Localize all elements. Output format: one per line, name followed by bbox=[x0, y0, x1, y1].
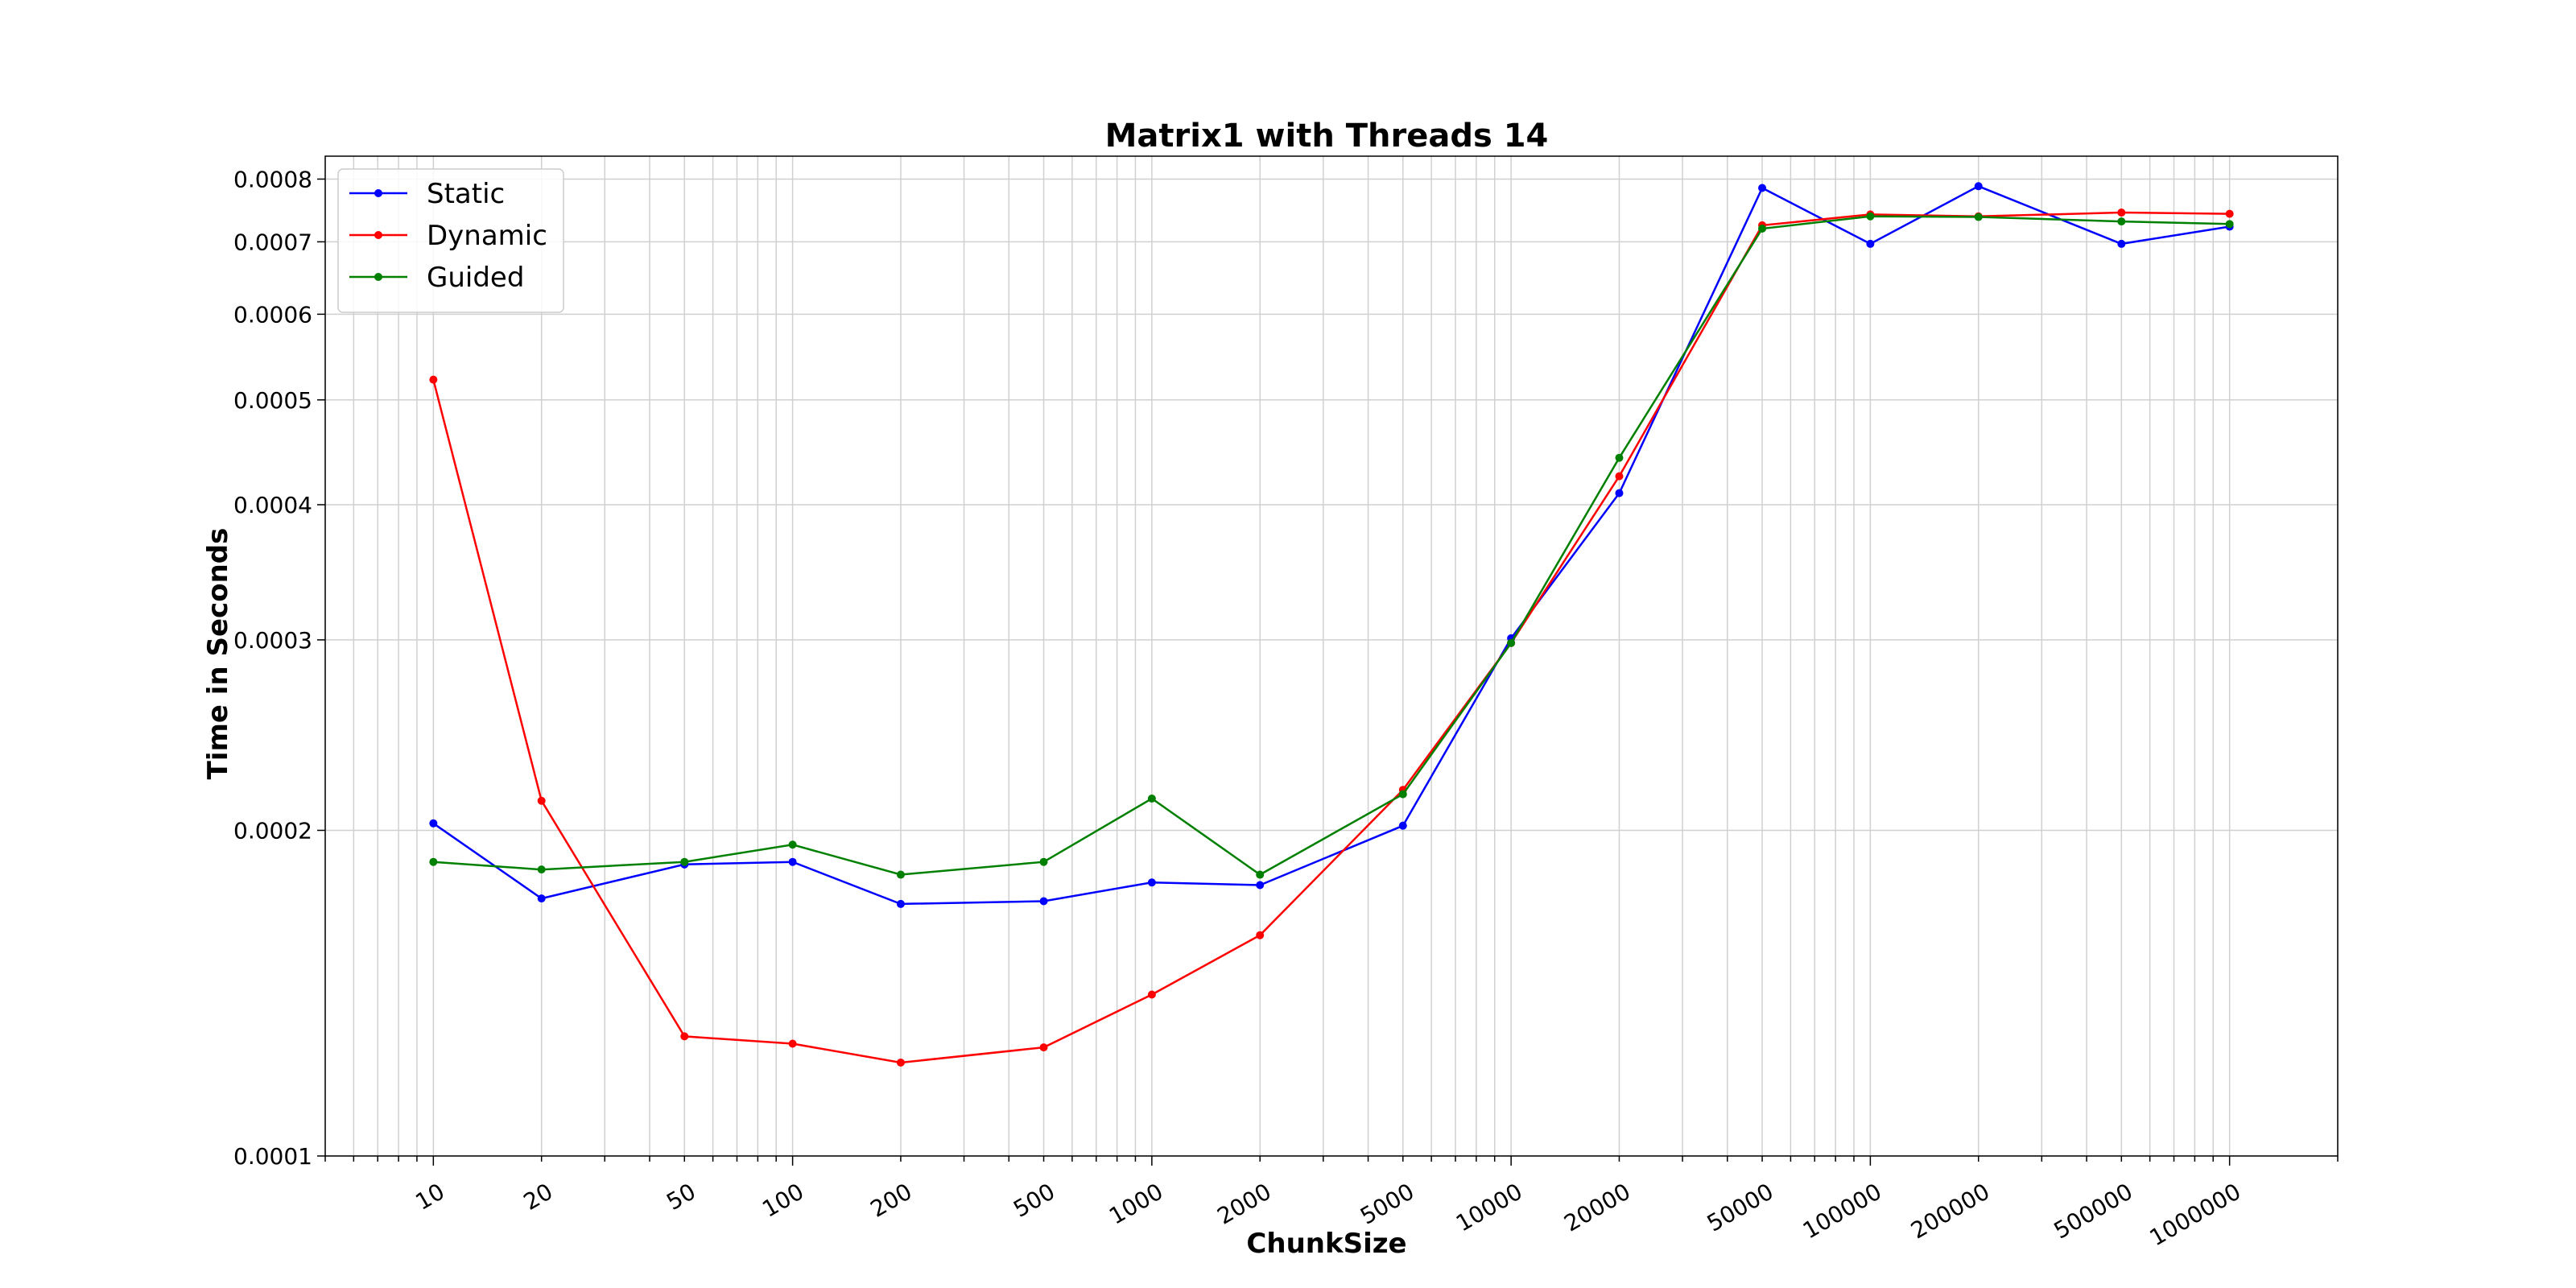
x-tick-label: 100 bbox=[758, 1178, 808, 1222]
legend: Static Dynamic Guided bbox=[337, 168, 564, 313]
data-point-dynamic bbox=[1256, 931, 1265, 939]
x-tick-label: 1000000 bbox=[2145, 1178, 2245, 1251]
plot-area-frame bbox=[324, 155, 2339, 1157]
series-line-static bbox=[432, 184, 2230, 906]
series-static bbox=[429, 182, 2234, 908]
data-point-guided bbox=[1974, 213, 1983, 221]
series-line-guided bbox=[433, 215, 2230, 876]
data-point-guided bbox=[788, 840, 797, 849]
data-point-static bbox=[1615, 489, 1624, 497]
data-point-static bbox=[1039, 897, 1048, 906]
x-tick-label: 10 bbox=[411, 1178, 448, 1215]
data-point-static bbox=[1758, 184, 1767, 192]
x-tick-label: 50 bbox=[662, 1178, 700, 1215]
data-point-dynamic bbox=[896, 1058, 905, 1067]
y-tick-label: 0.0007 bbox=[233, 229, 312, 255]
legend-swatch-marker bbox=[374, 273, 382, 281]
data-point-static bbox=[896, 899, 905, 908]
data-point-guided bbox=[680, 857, 689, 866]
data-point-static bbox=[429, 819, 438, 828]
x-axis-label: ChunkSize bbox=[1246, 1228, 1406, 1260]
x-tick-label: 200 bbox=[866, 1178, 917, 1222]
data-point-static bbox=[1866, 239, 1875, 248]
data-point-guided bbox=[1758, 224, 1767, 233]
data-point-dynamic bbox=[1147, 990, 1156, 999]
x-tick-label: 200000 bbox=[1906, 1178, 1994, 1244]
series-line-dynamic bbox=[432, 211, 2230, 1064]
data-point-guided bbox=[537, 865, 546, 874]
x-tick-label: 20 bbox=[519, 1178, 557, 1215]
data-point-guided bbox=[2225, 220, 2234, 229]
grid bbox=[324, 156, 2339, 1157]
legend-label: Static bbox=[427, 178, 505, 210]
series-layer bbox=[429, 182, 2234, 1067]
legend-label: Dynamic bbox=[427, 220, 547, 252]
y-tick-label: 0.0004 bbox=[233, 492, 312, 518]
data-point-dynamic bbox=[1615, 472, 1624, 481]
y-axis-label: Time in Seconds bbox=[202, 528, 234, 780]
x-tick-label: 50000 bbox=[1703, 1178, 1778, 1236]
data-point-guided bbox=[1507, 638, 1516, 647]
legend-item-static: Static bbox=[349, 178, 505, 210]
data-point-dynamic bbox=[429, 375, 438, 384]
y-tick-label: 0.0001 bbox=[233, 1143, 312, 1170]
data-point-guided bbox=[1256, 870, 1265, 879]
data-point-static bbox=[2117, 239, 2126, 248]
y-tick-label: 0.0005 bbox=[233, 387, 312, 414]
legend-swatch-marker bbox=[374, 231, 382, 239]
data-point-static bbox=[788, 857, 797, 866]
y-tick-label: 0.0008 bbox=[233, 166, 312, 192]
legend-swatch-marker bbox=[374, 189, 382, 197]
data-point-guided bbox=[1398, 790, 1407, 799]
chart-title: Matrix1 with Threads 14 bbox=[1105, 118, 1549, 155]
data-point-guided bbox=[1147, 795, 1156, 803]
y-tick-label: 0.0003 bbox=[233, 627, 312, 654]
data-point-guided bbox=[2117, 217, 2126, 226]
data-point-static bbox=[1256, 881, 1265, 890]
axis-ticks: 10 20 50 100 200 500 1000 2000 5000 10000 20000 500… bbox=[233, 166, 2339, 1251]
x-tick-label: 2000 bbox=[1212, 1178, 1275, 1229]
data-point-dynamic bbox=[537, 796, 546, 805]
data-point-static bbox=[1974, 182, 1983, 191]
data-point-dynamic bbox=[2117, 208, 2126, 217]
series-dynamic bbox=[429, 208, 2234, 1067]
x-tick-label: 100000 bbox=[1798, 1178, 1886, 1244]
legend-item-guided: Guided bbox=[349, 262, 524, 294]
series-guided bbox=[429, 212, 2234, 879]
data-point-guided bbox=[1866, 212, 1875, 221]
data-point-static bbox=[1147, 878, 1156, 887]
data-point-dynamic bbox=[1039, 1043, 1048, 1052]
legend-label: Guided bbox=[427, 262, 524, 294]
data-point-guided bbox=[896, 870, 905, 879]
data-point-dynamic bbox=[788, 1039, 797, 1048]
legend-item-dynamic: Dynamic bbox=[349, 220, 547, 252]
x-tick-label: 10000 bbox=[1451, 1178, 1527, 1236]
data-point-static bbox=[1398, 821, 1407, 830]
x-tick-label: 500000 bbox=[2050, 1178, 2137, 1244]
data-point-guided bbox=[1039, 857, 1048, 866]
x-tick-label: 20000 bbox=[1559, 1178, 1635, 1236]
x-tick-label: 1000 bbox=[1104, 1178, 1167, 1229]
data-point-dynamic bbox=[2225, 209, 2234, 218]
x-tick-label: 500 bbox=[1009, 1178, 1059, 1222]
x-tick-label: 5000 bbox=[1356, 1178, 1418, 1229]
data-point-dynamic bbox=[680, 1032, 689, 1041]
data-point-guided bbox=[429, 857, 438, 866]
y-tick-label: 0.0006 bbox=[233, 301, 312, 328]
data-point-static bbox=[537, 894, 546, 903]
data-point-guided bbox=[1615, 453, 1624, 462]
y-tick-label: 0.0002 bbox=[233, 817, 312, 844]
